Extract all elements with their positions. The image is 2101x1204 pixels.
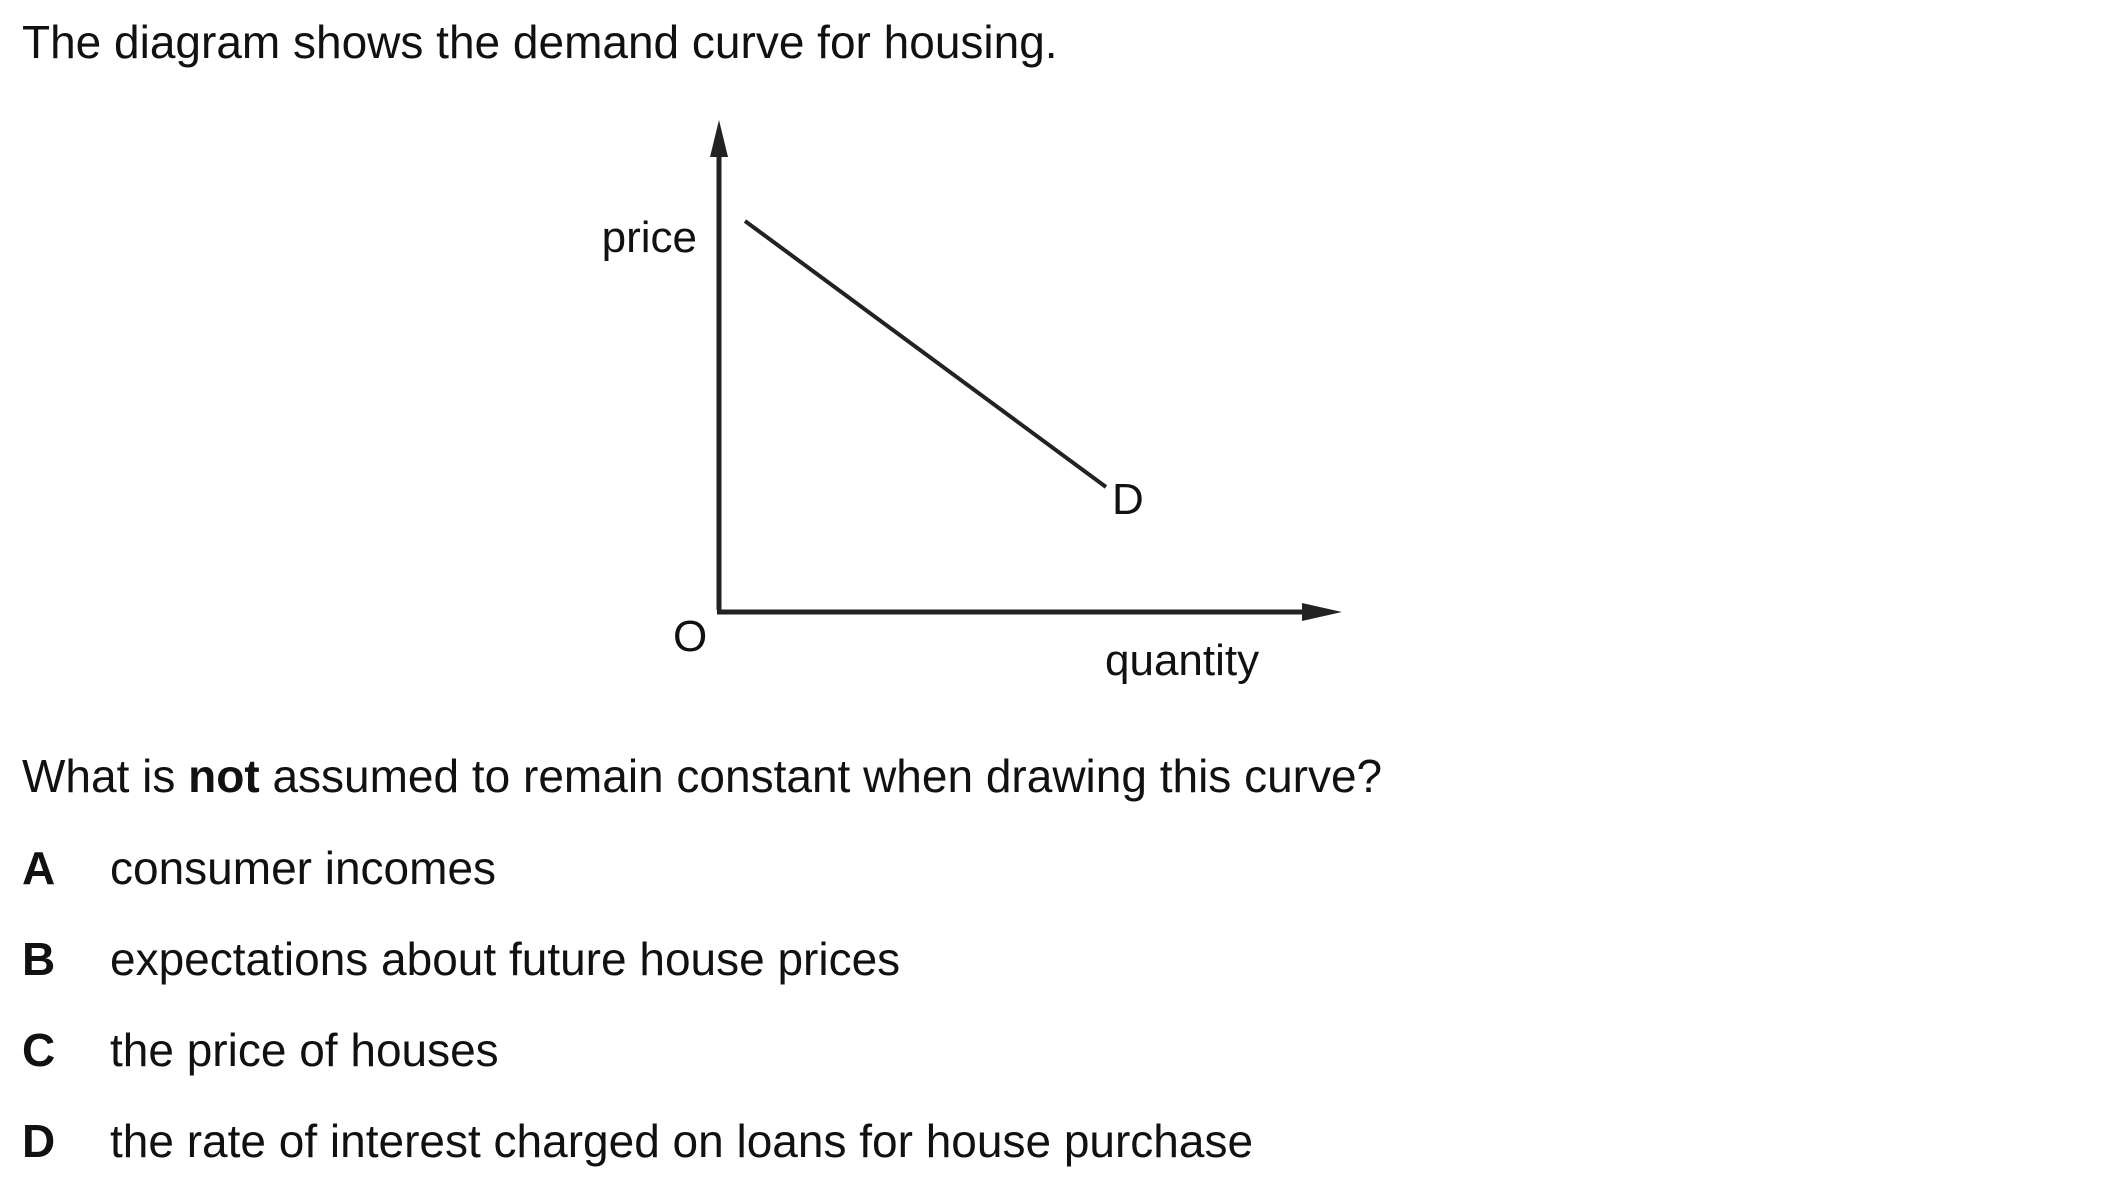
option-text: expectations about future house prices	[110, 933, 901, 985]
option-c: C the price of houses	[22, 1022, 1253, 1113]
origin-label: O	[673, 612, 707, 661]
question-emphasis: not	[188, 750, 260, 802]
option-letter: A	[22, 842, 56, 894]
option-letter: C	[22, 1024, 56, 1076]
intro-text: The diagram shows the demand curve for h…	[22, 16, 1058, 68]
option-text: consumer incomes	[110, 842, 497, 894]
x-axis-label: quantity	[1105, 636, 1259, 685]
answer-options: A consumer incomes B expectations about …	[22, 840, 1253, 1204]
option-d: D the rate of interest charged on loans …	[22, 1113, 1253, 1204]
demand-curve	[743, 219, 1108, 489]
curve-label: D	[1112, 475, 1144, 524]
option-a: A consumer incomes	[22, 840, 1253, 931]
question-part1: What is	[22, 750, 189, 802]
question-text: What is not assumed to remain constant w…	[22, 748, 1382, 804]
y-axis-label: price	[602, 213, 697, 262]
question-part2: assumed to remain constant when drawing …	[259, 750, 1383, 802]
option-letter: B	[22, 933, 56, 985]
option-b: B expectations about future house prices	[22, 931, 1253, 1022]
option-text: the price of houses	[110, 1024, 499, 1076]
option-letter: D	[22, 1115, 56, 1167]
option-text: the rate of interest charged on loans fo…	[110, 1115, 1254, 1167]
demand-diagram: price quantity O D	[602, 120, 1342, 685]
y-axis-arrowhead	[710, 120, 728, 157]
x-axis-arrowhead	[1302, 603, 1342, 621]
